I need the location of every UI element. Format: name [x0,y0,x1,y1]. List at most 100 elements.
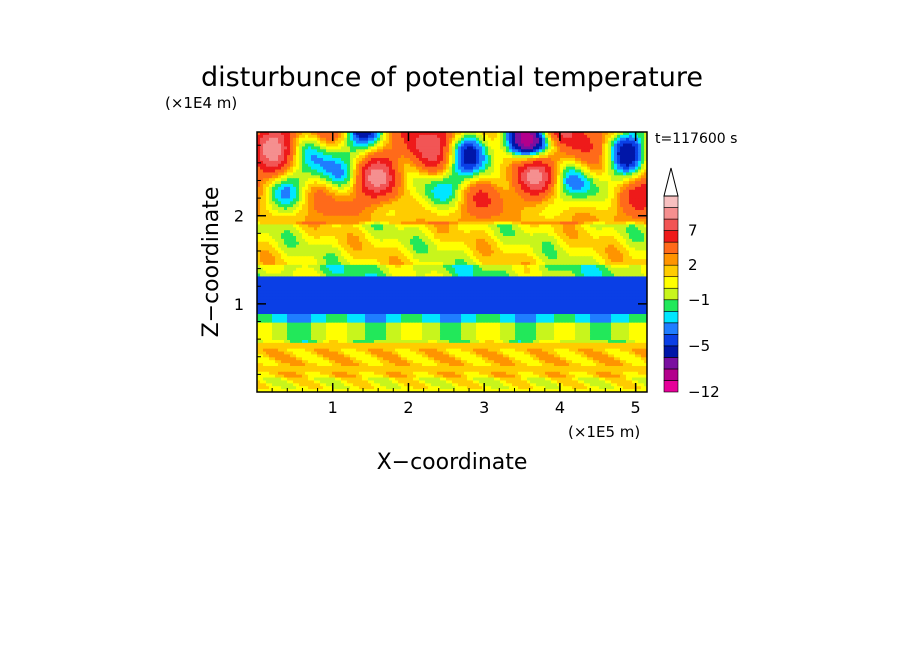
field-cell [374,207,378,211]
field-cell [542,215,546,220]
field-cell [395,160,399,165]
field-cell [617,204,621,208]
field-cell [488,230,492,234]
field-cell [269,178,273,182]
field-cell [578,218,582,223]
field-cell [422,160,426,165]
field-cell [614,172,618,176]
field-cell [491,132,495,136]
field-cell [308,155,312,159]
field-cell [281,146,285,150]
field-cell [593,169,597,174]
field-cell [332,143,336,148]
field-cell [497,134,501,139]
field-cell [398,186,402,191]
field-cell [332,210,336,214]
field-cell [257,233,261,237]
field-cell [323,146,327,150]
field-cell [539,201,543,205]
field-cell [278,166,282,171]
field-cell [335,212,339,217]
field-cell [440,192,444,197]
field-cell [305,238,309,243]
field-cell [503,238,507,243]
field-cell [548,198,552,202]
field-cell [341,212,345,217]
field-cell [443,186,447,191]
field-cell [530,230,534,234]
field-cell [263,221,267,226]
field-cell [476,178,480,182]
field-cell [323,224,327,228]
field-cell [290,204,294,208]
field-cell [278,146,282,150]
field-cell [335,233,339,237]
field-cell [356,218,360,223]
field-cell [365,175,369,179]
field-cell [497,230,501,234]
field-cell [377,221,381,226]
field-cell [275,221,279,226]
field-cell [599,158,603,162]
field-cell [284,143,288,148]
field-cell [398,184,402,188]
field-cell [377,236,381,240]
field-cell [419,178,423,182]
field-cell [545,132,549,136]
field-cell [434,152,438,156]
field-cell [383,149,387,153]
field-cell [269,189,273,194]
field-cell [443,233,447,237]
field-cell [554,166,558,171]
field-cell [404,175,408,179]
field-cell [344,236,348,240]
field-cell [377,212,381,217]
field-cell [611,201,615,205]
field-cell [590,143,594,148]
field-cell [563,186,567,191]
field-cell [356,195,360,200]
field-cell [611,230,615,234]
field-cell [443,158,447,162]
field-cell [368,140,372,145]
field-cell [341,166,345,171]
field-cell [485,215,489,220]
field-cell [554,192,558,197]
field-cell [542,155,546,159]
field-cell [434,207,438,211]
field-cell [305,160,309,165]
field-cell [329,236,333,240]
field-cell [362,184,366,188]
field-cell [434,146,438,150]
field-cell [641,215,645,220]
field-cell [530,163,534,168]
field-cell [425,169,429,174]
field-cell [488,207,492,211]
field-cell [335,175,339,179]
field-cell [305,201,309,205]
field-cell [473,230,477,234]
field-cell [545,155,549,159]
field-cell [476,134,480,139]
field-cell [602,204,606,208]
field-cell [578,238,582,243]
field-cell [578,143,582,148]
field-cell [620,169,624,174]
field-cell [614,210,618,214]
field-cell [506,224,510,228]
field-cell [497,189,501,194]
field-cell [371,230,375,234]
field-cell [635,198,639,202]
field-cell [518,236,522,240]
field-cell [341,218,345,223]
field-cell [413,137,417,142]
field-cell [554,163,558,168]
field-cell [626,140,630,145]
field-cell [389,221,393,226]
field-cell [377,134,381,139]
field-cell [437,166,441,171]
field-cell [386,221,390,226]
field-cell [611,181,615,185]
field-cell [557,149,561,153]
field-cell [638,140,642,145]
